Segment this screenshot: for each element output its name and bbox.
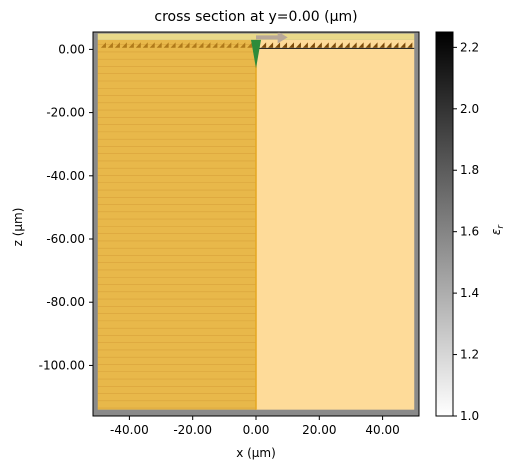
surface-element [114, 42, 120, 48]
surface-element [184, 42, 190, 48]
surface-element [142, 42, 148, 48]
surface-element [107, 42, 113, 48]
y-tick-label: -20.00 [46, 106, 85, 120]
surface-element [135, 42, 141, 48]
x-tick-label: 0.00 [243, 423, 270, 437]
surface-element [205, 42, 211, 48]
surface-element [212, 42, 218, 48]
surface-element [233, 42, 239, 48]
y-tick-label: -60.00 [46, 232, 85, 246]
surface-structures [100, 42, 415, 50]
colorbar-tick-label: 1.0 [460, 409, 479, 423]
x-axis-ticks: -40.00 -20.00 0.00 20.00 40.00 [110, 416, 400, 437]
surface-element [288, 42, 294, 48]
y-tick-label: 0.00 [58, 42, 85, 56]
colorbar-tick-label: 1.4 [460, 286, 479, 300]
y-axis-ticks: 0.00 -20.00 -40.00 -60.00 -80.00 -100.00 [39, 42, 93, 372]
y-axis-label: z (μm) [11, 208, 25, 247]
plot-area [92, 31, 420, 417]
surface-element [240, 42, 246, 48]
surface-element [302, 42, 308, 48]
surface-element [358, 42, 364, 48]
x-tick-label: 20.00 [302, 423, 336, 437]
surface-element [386, 42, 392, 48]
right-medium [256, 39, 415, 410]
surface-element [351, 42, 357, 48]
y-tick-label: -80.00 [46, 295, 85, 309]
left-layered-medium [97, 39, 256, 410]
surface-element [281, 42, 288, 48]
colorbar-gradient [435, 31, 454, 417]
surface-element [156, 42, 162, 48]
source-marker [251, 39, 261, 69]
colorbar-tick-label: 1.8 [460, 163, 479, 177]
surface-element [372, 42, 378, 48]
colorbar-tick-label: 1.6 [460, 225, 479, 239]
y-tick-label: -100.00 [39, 358, 85, 372]
surface-element [268, 42, 274, 48]
colorbar-tick-label: 1.2 [460, 348, 479, 362]
colorbar-tick-label: 2.2 [460, 40, 479, 54]
surface-element [261, 42, 267, 48]
surface-element [219, 42, 225, 48]
x-axis-label: x (μm) [236, 446, 276, 460]
surface-element [191, 42, 197, 48]
surface-element [170, 42, 176, 48]
direction-arrow [256, 31, 288, 44]
colorbar-tick-label: 2.0 [460, 102, 479, 116]
chart-title: cross section at y=0.00 (μm) [154, 9, 357, 25]
surface-element [407, 42, 413, 48]
surface-element [323, 42, 329, 48]
surface-element [149, 42, 155, 48]
surface-element [330, 42, 336, 48]
colorbar: 1.0 1.2 1.4 1.6 1.8 2.0 2.2 εr [435, 31, 506, 423]
surface-element [309, 42, 315, 48]
surface-element [247, 42, 253, 48]
surface-element [198, 42, 204, 48]
surface-element [274, 42, 281, 48]
surface-element [365, 42, 371, 48]
surface-element [400, 42, 406, 48]
colorbar-label: εr [489, 224, 506, 236]
y-tick-label: -40.00 [46, 169, 85, 183]
surface-element [100, 42, 106, 48]
surface-element [177, 42, 183, 48]
x-tick-label: -40.00 [110, 423, 149, 437]
layer-lines [97, 44, 256, 409]
colorbar-ticks: 1.0 1.2 1.4 1.6 1.8 2.0 2.2 [453, 40, 479, 423]
surface-element [226, 42, 232, 48]
x-tick-label: -20.00 [173, 423, 212, 437]
surface-element [393, 42, 399, 48]
surface-element [163, 42, 169, 48]
surface-element [316, 42, 322, 48]
surface-element [379, 42, 385, 48]
surface-element [128, 42, 134, 48]
surface-element [337, 42, 343, 48]
x-tick-label: 40.00 [365, 423, 399, 437]
surface-element [344, 42, 350, 48]
surface-element [295, 42, 301, 48]
surface-element [121, 42, 127, 48]
